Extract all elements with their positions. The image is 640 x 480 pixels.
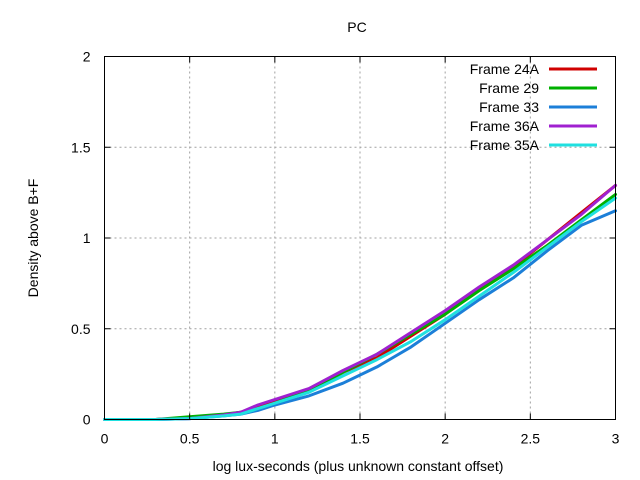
y-tick-label: 1.5 [71, 139, 91, 155]
x-tick-label: 2.5 [521, 431, 541, 447]
x-tick-label: 1.5 [350, 431, 370, 447]
x-tick-label: 1 [271, 431, 279, 447]
grid [104, 56, 616, 420]
y-tick-label: 0.5 [71, 321, 91, 337]
x-tick-label: 0.5 [180, 431, 200, 447]
axis-ticks: 0 0.5 1 1.5 2 2.5 3 0 0.5 1 1.5 2 [71, 49, 620, 447]
series-line-frame-35a [103, 196, 617, 421]
x-tick-label: 2 [441, 431, 449, 447]
legend-label: Frame 35A [470, 137, 540, 153]
x-axis-label: log lux-seconds (plus unknown constant o… [213, 458, 504, 474]
legend-label: Frame 24A [470, 61, 540, 77]
legend: Frame 24A Frame 29 Frame 33 Frame 36A Frame … [470, 61, 597, 153]
y-tick-label: 2 [83, 49, 91, 65]
x-tick-label: 0 [101, 431, 109, 447]
legend-label: Frame 29 [479, 80, 539, 96]
y-axis-label: Density above B+F [25, 179, 41, 298]
x-tick-label: 3 [612, 431, 620, 447]
y-tick-label: 1 [83, 230, 91, 246]
legend-label: Frame 33 [479, 99, 539, 115]
legend-label: Frame 36A [470, 118, 540, 134]
y-tick-label: 0 [83, 412, 91, 428]
series-lines [103, 183, 617, 421]
chart-title: PC [347, 19, 366, 35]
